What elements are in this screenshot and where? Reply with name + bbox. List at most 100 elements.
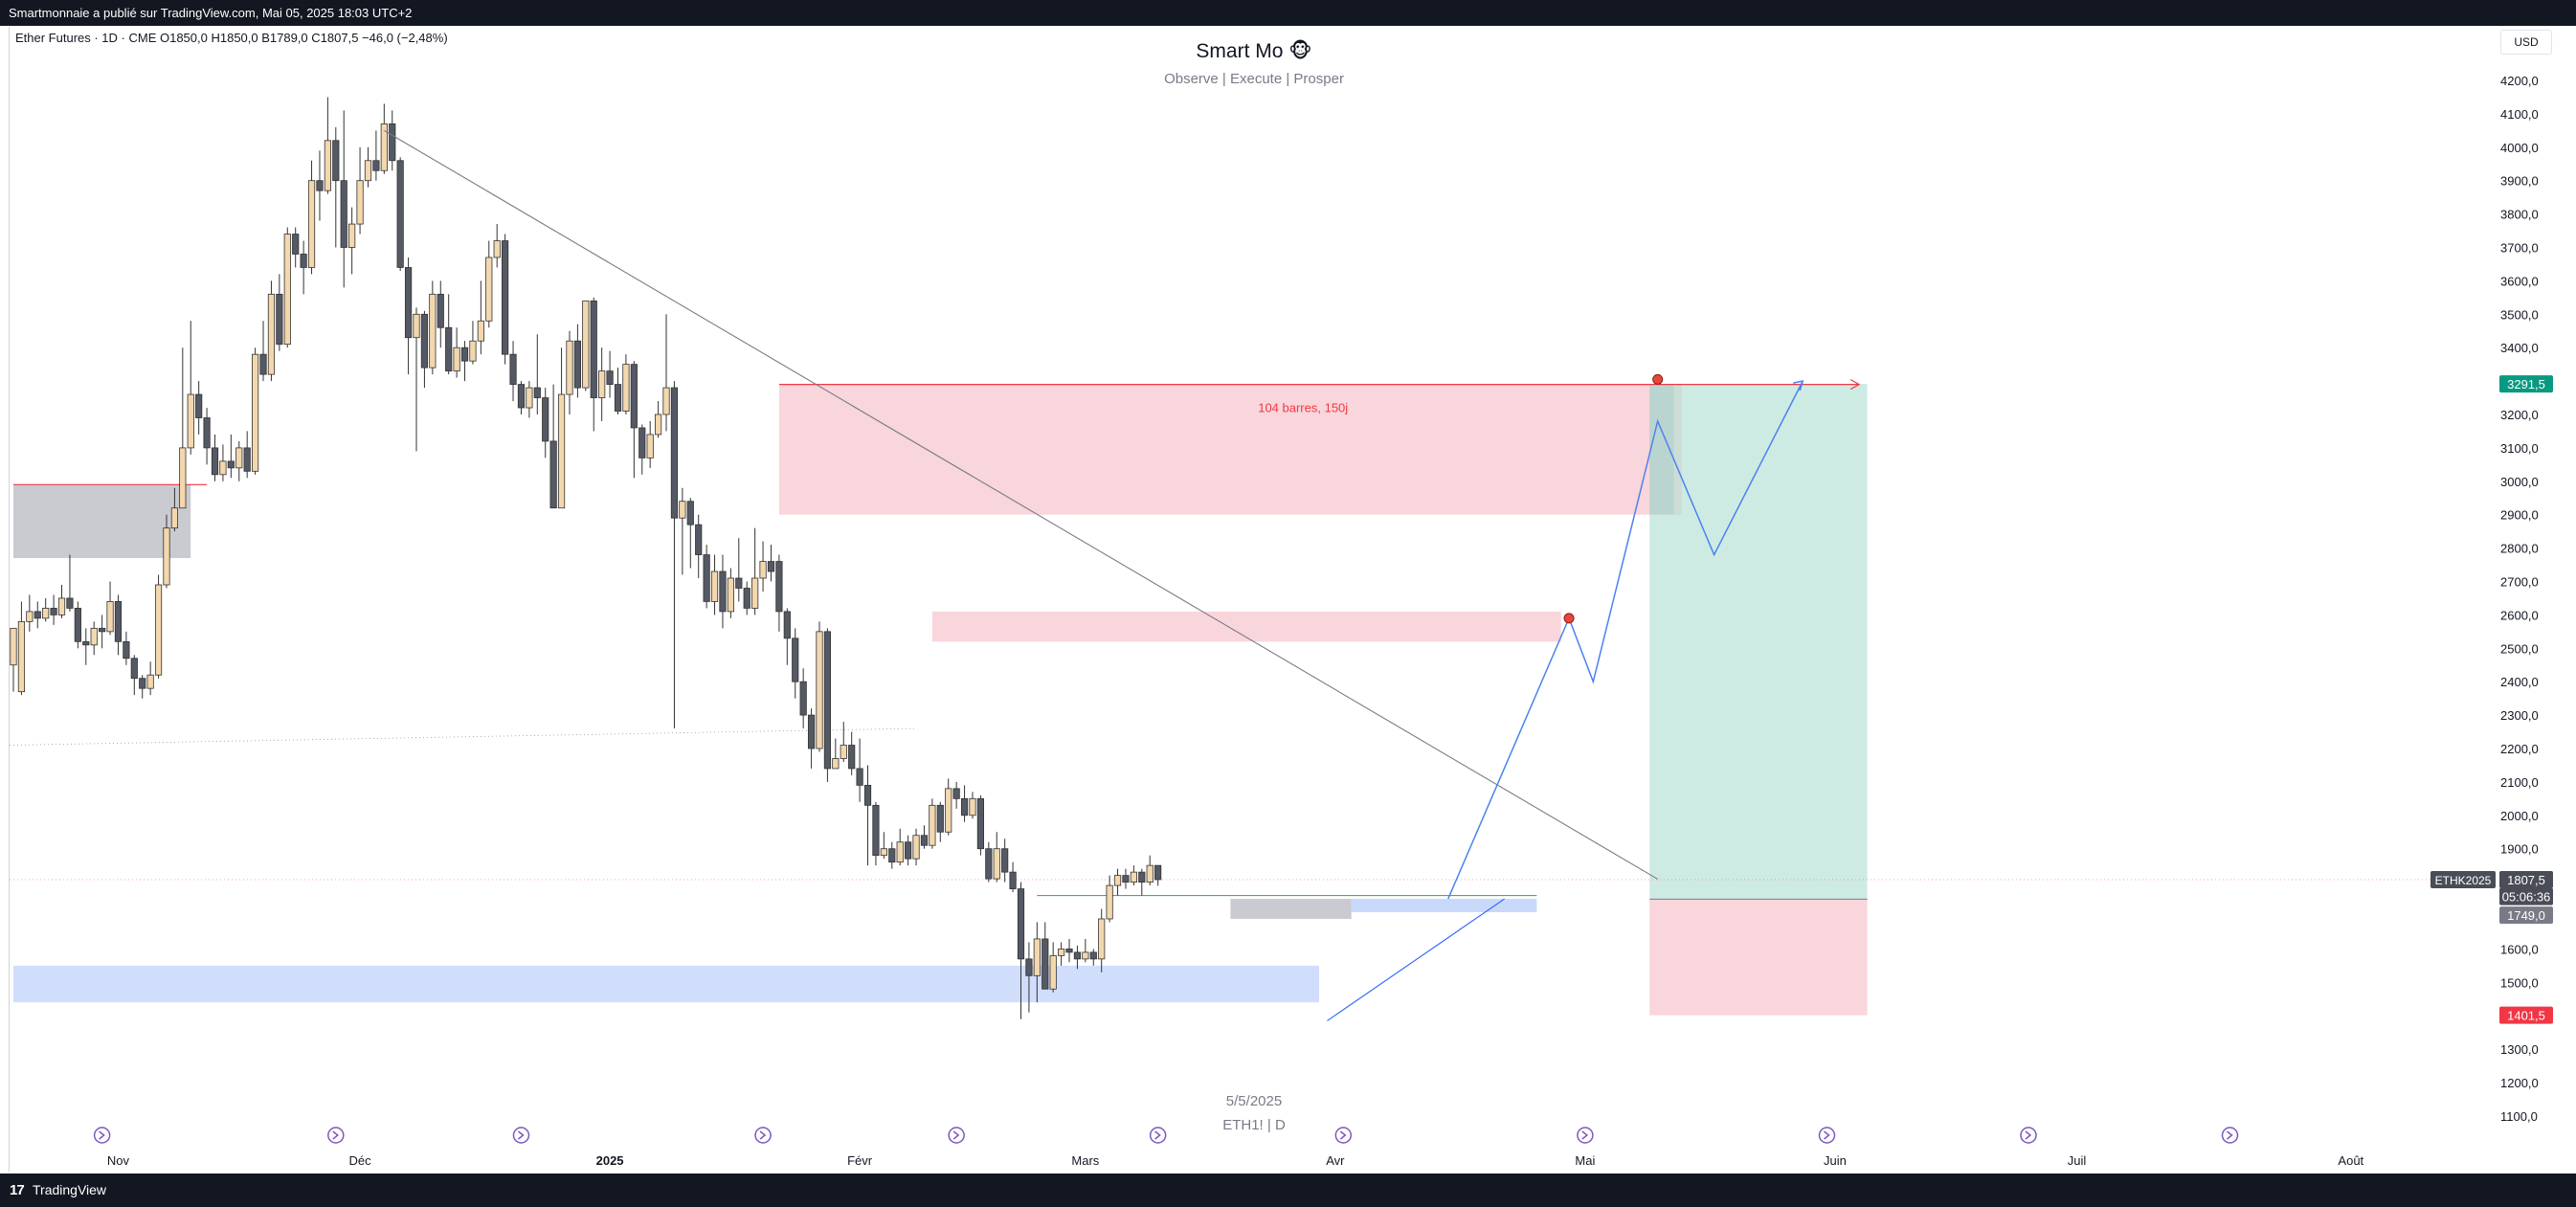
event-icon[interactable] xyxy=(2020,1127,2037,1144)
published-text: Smartmonnaie a publié sur TradingView.co… xyxy=(9,6,413,20)
candle xyxy=(993,832,1000,883)
candle-body-up xyxy=(1033,938,1041,976)
event-icon[interactable] xyxy=(1818,1127,1836,1144)
candle-body-down xyxy=(743,588,750,609)
candle xyxy=(469,321,477,365)
candle xyxy=(26,594,34,632)
brand-name: TradingView xyxy=(33,1182,107,1197)
candle xyxy=(1017,882,1025,1019)
position-target-zone xyxy=(1649,384,1868,900)
candle-body-down xyxy=(695,524,703,555)
candle xyxy=(638,424,646,475)
candle-body-down xyxy=(792,637,799,682)
candle-body-down xyxy=(195,393,203,418)
candle xyxy=(985,841,993,883)
candle xyxy=(703,545,710,609)
candle-body-down xyxy=(34,611,41,619)
candle xyxy=(163,514,170,589)
candle-body-up xyxy=(283,234,291,346)
candle xyxy=(154,574,163,679)
candle-body-down xyxy=(533,387,541,398)
tradingview-logo-icon[interactable]: 17 xyxy=(10,1182,25,1198)
x-tick-label: Mars xyxy=(1071,1153,1099,1168)
candle xyxy=(1146,855,1154,886)
candle-body-down xyxy=(1042,938,1049,990)
candle xyxy=(976,794,985,856)
candle-body-up xyxy=(380,123,388,171)
candle-body-up xyxy=(622,364,630,412)
event-icon[interactable] xyxy=(93,1127,111,1144)
candle xyxy=(856,738,863,802)
candle xyxy=(792,628,799,699)
fvg-zone-left xyxy=(13,484,191,559)
candle xyxy=(542,388,549,458)
event-icon[interactable] xyxy=(327,1127,345,1144)
y-tick-label: 2000,0 xyxy=(2500,809,2539,823)
candle-body-down xyxy=(300,254,307,268)
candle xyxy=(1138,868,1146,896)
event-icon[interactable] xyxy=(1334,1127,1353,1144)
y-tick-label: 2800,0 xyxy=(2500,542,2539,556)
candle xyxy=(420,310,429,389)
symbol-info: Ether Futures · 1D · CME O1850,0 H1850,0… xyxy=(15,31,448,45)
target-price: 3291,5 xyxy=(2499,375,2553,393)
candle-body-up xyxy=(655,414,662,436)
candle-body-up xyxy=(662,387,670,415)
candle-body-down xyxy=(340,180,347,248)
candle xyxy=(356,146,364,235)
target-marker-icon xyxy=(1652,373,1664,385)
candle xyxy=(848,731,856,775)
y-tick-label: 2400,0 xyxy=(2500,675,2539,689)
candle xyxy=(735,538,743,602)
y-tick-label: 1100,0 xyxy=(2500,1109,2538,1124)
candle-body-down xyxy=(735,577,743,589)
event-icon[interactable] xyxy=(948,1127,965,1144)
candle-body-up xyxy=(929,804,936,846)
candle-body-up xyxy=(526,387,533,409)
bottom-bar: 17 TradingView xyxy=(0,1173,2576,1207)
candle xyxy=(912,828,920,866)
stop-price: 1401,5 xyxy=(2499,1006,2553,1024)
candles-group xyxy=(10,97,1162,1019)
y-tick-label: 3600,0 xyxy=(2500,274,2539,288)
candle-body-down xyxy=(396,160,404,268)
candle xyxy=(952,781,960,809)
candle-body-up xyxy=(477,320,484,342)
chart-frame[interactable] xyxy=(9,27,2498,1172)
candle xyxy=(106,581,114,636)
candle-body-up xyxy=(727,577,734,613)
candle-body-up xyxy=(307,180,316,268)
candle xyxy=(235,440,243,481)
candle xyxy=(969,792,976,819)
candle-body-down xyxy=(332,140,340,182)
event-icon[interactable] xyxy=(1149,1127,1167,1144)
candle-body-down xyxy=(920,835,929,846)
candle-body-down xyxy=(549,440,557,509)
candle xyxy=(453,327,460,378)
candle xyxy=(509,341,517,402)
candle xyxy=(727,568,734,618)
candle-body-down xyxy=(823,631,832,770)
currency-button[interactable]: USD xyxy=(2500,30,2552,55)
candle-body-down xyxy=(606,370,614,385)
candle-body-down xyxy=(50,608,57,615)
event-icon[interactable] xyxy=(2221,1127,2239,1144)
candle-body-up xyxy=(154,584,163,676)
candle-body-down xyxy=(123,640,130,659)
candle-body-down xyxy=(203,417,211,449)
top-bar: Smartmonnaie a publié sur TradingView.co… xyxy=(0,0,2576,26)
y-tick-label: 3700,0 xyxy=(2500,241,2539,256)
candle xyxy=(695,514,703,579)
x-tick-label: Déc xyxy=(348,1153,371,1168)
y-tick-label: 3400,0 xyxy=(2500,341,2539,355)
candle-body-down xyxy=(389,123,396,162)
candle-body-down xyxy=(292,234,300,255)
candle xyxy=(582,300,590,391)
event-icon[interactable] xyxy=(1577,1127,1594,1144)
event-icon[interactable] xyxy=(512,1127,530,1144)
candle-body-up xyxy=(90,627,98,646)
candle-body-down xyxy=(719,570,727,613)
candle xyxy=(187,321,194,455)
event-icon[interactable] xyxy=(754,1127,772,1144)
